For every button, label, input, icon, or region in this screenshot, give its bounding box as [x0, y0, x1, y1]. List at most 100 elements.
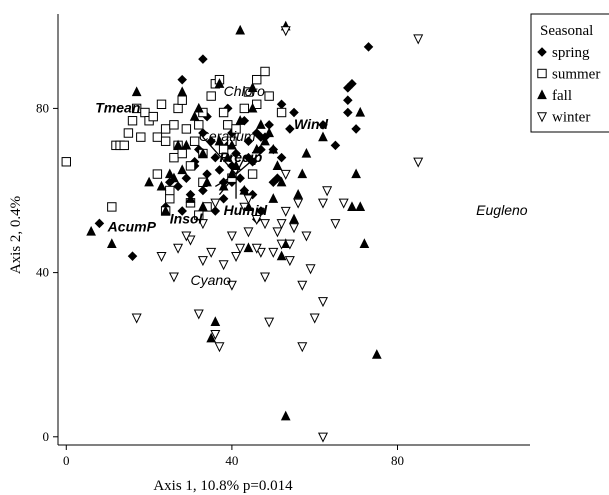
- point-summer: [160, 136, 171, 146]
- point-summer: [127, 116, 138, 126]
- point-fall: [264, 127, 275, 138]
- point-winter: [255, 247, 266, 258]
- point-spring: [206, 136, 216, 147]
- point-winter: [338, 198, 349, 209]
- point-winter: [317, 198, 328, 209]
- point-spring: [198, 54, 208, 64]
- legend-label-summer: summer: [552, 67, 600, 83]
- point-fall: [177, 86, 188, 97]
- point-winter: [235, 243, 246, 254]
- y-axis-label: Axis 2, 0.4%: [8, 196, 24, 274]
- y-tick-label: 80: [36, 100, 49, 115]
- point-winter: [156, 251, 167, 262]
- point-fall: [235, 115, 246, 125]
- x-tick-label: 80: [391, 453, 404, 468]
- point-summer: [123, 128, 134, 138]
- point-fall: [347, 201, 357, 212]
- y-tick-label: 40: [36, 265, 49, 280]
- legend-marker-spring: [537, 47, 547, 57]
- legend: Seasonal spring summer fall winter: [530, 13, 609, 133]
- legend-label-spring: spring: [552, 45, 590, 61]
- point-fall: [256, 119, 266, 129]
- point-winter: [293, 198, 304, 209]
- point-fall: [227, 168, 237, 179]
- point-winter: [260, 219, 271, 230]
- point-winter: [322, 186, 333, 197]
- point-fall: [131, 86, 142, 97]
- point-fall: [206, 332, 217, 343]
- point-winter: [284, 239, 295, 250]
- point-winter: [276, 239, 287, 250]
- point-summer: [264, 91, 274, 101]
- point-fall: [301, 147, 312, 158]
- x-axis-label: Axis 1, 10.8% p=0.014: [153, 478, 293, 494]
- point-spring: [343, 95, 353, 105]
- point-summer: [169, 152, 179, 163]
- point-summer: [260, 66, 270, 77]
- point-winter: [131, 313, 142, 324]
- point-winter: [226, 280, 237, 291]
- point-spring: [276, 152, 287, 163]
- point-fall: [214, 78, 225, 88]
- point-summer: [243, 87, 254, 97]
- point-spring: [318, 120, 328, 130]
- point-fall: [169, 172, 179, 183]
- point-spring: [256, 132, 266, 142]
- point-spring: [218, 193, 229, 204]
- point-winter: [297, 280, 308, 291]
- label-wind: Wind: [294, 116, 329, 132]
- point-winter: [210, 198, 221, 209]
- point-summer: [276, 107, 287, 118]
- point-spring: [243, 136, 254, 147]
- point-winter: [284, 256, 295, 267]
- point-fall: [247, 102, 258, 113]
- point-spring: [243, 152, 254, 163]
- label-acump: AcumP: [107, 219, 157, 235]
- point-spring: [276, 99, 287, 110]
- point-spring: [214, 165, 225, 175]
- label-chloro: Chloro: [224, 83, 265, 99]
- point-summer: [160, 124, 171, 134]
- point-fall: [106, 238, 117, 248]
- point-winter: [272, 227, 283, 238]
- vector-precip: [235, 157, 245, 175]
- point-fall: [359, 238, 370, 248]
- point-winter: [288, 223, 300, 234]
- point-summer: [181, 124, 192, 134]
- point-winter: [206, 247, 217, 258]
- point-spring: [94, 218, 105, 229]
- point-winter: [276, 219, 287, 230]
- vector-labels: Tmean Wind Chloro Ceratium Precip Humid Insol A…: [95, 83, 528, 288]
- point-summer: [140, 107, 150, 118]
- label-precip: Precip: [219, 149, 262, 165]
- point-summer: [198, 107, 208, 118]
- point-fall: [227, 139, 237, 150]
- legend-marker-fall: [537, 89, 547, 100]
- point-fall: [86, 225, 96, 236]
- point-fall: [260, 135, 270, 146]
- point-summer: [247, 169, 258, 179]
- point-winter: [168, 272, 179, 283]
- point-fall: [355, 106, 366, 117]
- label-tmean: Tmean: [95, 100, 140, 116]
- point-fall: [268, 143, 279, 154]
- point-fall: [280, 410, 291, 421]
- point-fall: [210, 316, 221, 326]
- point-spring: [268, 177, 279, 188]
- point-spring: [235, 173, 245, 183]
- point-spring: [343, 107, 353, 118]
- point-fall: [144, 176, 154, 187]
- x-tick-label: 0: [63, 453, 70, 468]
- point-summer: [165, 194, 175, 204]
- point-fall: [214, 135, 225, 146]
- point-spring: [363, 42, 374, 52]
- point-summer: [218, 107, 229, 118]
- point-fall: [218, 180, 229, 191]
- point-winter: [268, 247, 279, 258]
- point-summer: [107, 202, 117, 212]
- point-winter: [193, 309, 204, 320]
- point-summer: [185, 161, 196, 171]
- label-cyano: Cyano: [190, 272, 231, 288]
- point-spring: [289, 107, 299, 118]
- point-summer: [165, 185, 175, 196]
